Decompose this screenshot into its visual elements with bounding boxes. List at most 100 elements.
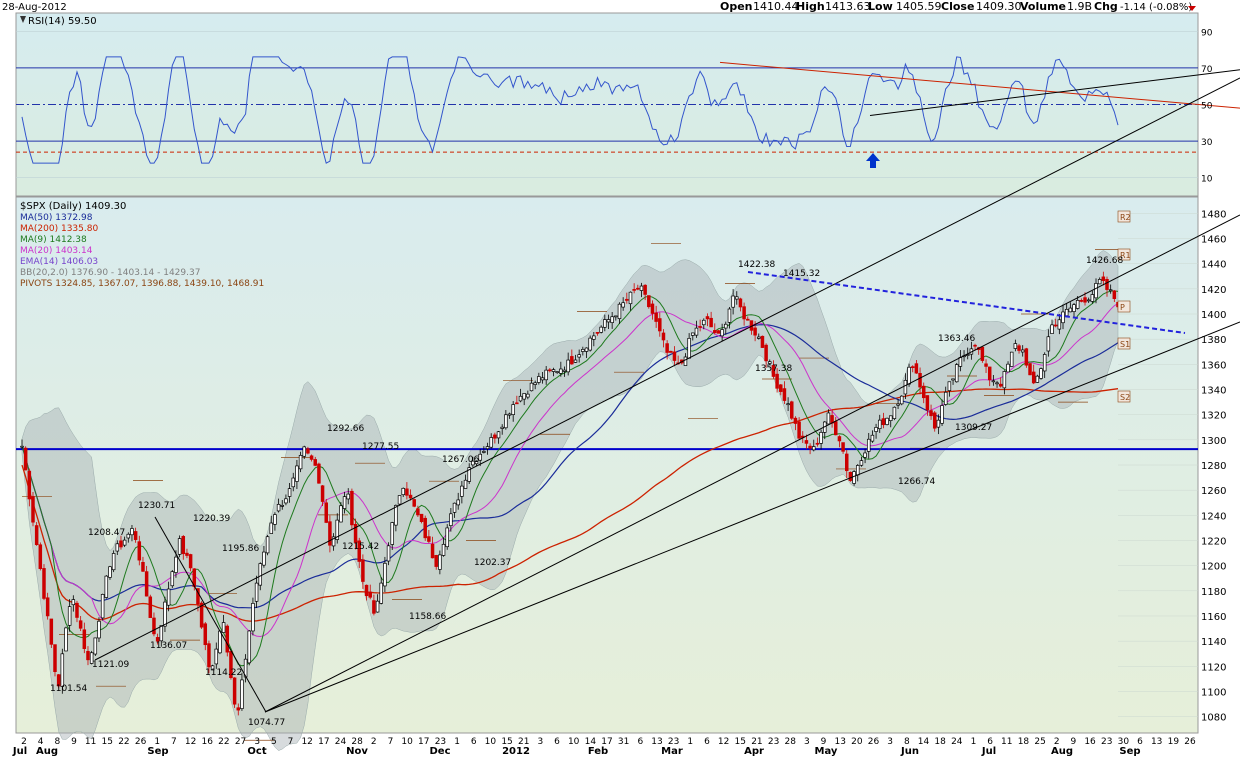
candle-body bbox=[20, 445, 24, 448]
candle-body bbox=[1020, 349, 1025, 353]
candle-body bbox=[240, 679, 244, 709]
pivot-label-box bbox=[1117, 300, 1131, 313]
candle-body bbox=[753, 327, 757, 336]
candle-body bbox=[306, 448, 310, 454]
candle-body bbox=[75, 602, 79, 618]
candle-body bbox=[709, 317, 713, 328]
candle-body bbox=[302, 446, 306, 457]
day-tick-label: 7 bbox=[388, 737, 394, 747]
candle-body bbox=[71, 599, 76, 606]
price-tick-label: 1400 bbox=[1201, 310, 1226, 321]
candle-body bbox=[67, 606, 72, 626]
month-label: Oct bbox=[247, 746, 266, 756]
candle-body bbox=[104, 575, 109, 598]
price-annotation: 1357.38 bbox=[755, 364, 792, 374]
month-label: Sep bbox=[1119, 746, 1140, 756]
day-tick-label: 6 bbox=[554, 737, 560, 747]
candle-body bbox=[93, 637, 98, 655]
day-tick-label: 25 bbox=[1034, 737, 1045, 747]
day-tick-label: 15 bbox=[735, 737, 746, 747]
pivot-label: R2 bbox=[1120, 213, 1131, 222]
legend-entry: MA(200) 1335.80 bbox=[20, 224, 98, 234]
candle-body bbox=[925, 395, 930, 411]
month-label: 2012 bbox=[502, 746, 530, 756]
candle-body bbox=[757, 336, 761, 339]
pivot-label: S1 bbox=[1120, 340, 1130, 349]
legend-entry: EMA(14) 1406.03 bbox=[20, 257, 98, 267]
day-tick-label: 18 bbox=[1018, 737, 1030, 747]
high-value: 1413.63 bbox=[825, 0, 871, 13]
candle-body bbox=[555, 371, 559, 373]
candle-body bbox=[331, 536, 336, 547]
day-tick-label: 30 bbox=[1118, 737, 1130, 747]
candle-body bbox=[1075, 300, 1080, 309]
rsi-tick-label: 90 bbox=[1201, 28, 1213, 38]
candle-body bbox=[236, 707, 241, 711]
price-annotation: 1277.55 bbox=[362, 442, 399, 452]
candle-body bbox=[1057, 319, 1062, 330]
candle-body bbox=[870, 434, 875, 442]
day-tick-label: 13 bbox=[1151, 737, 1162, 747]
candle-body bbox=[199, 602, 204, 628]
candle-body bbox=[489, 437, 493, 448]
candle-body bbox=[27, 470, 32, 500]
candle-body bbox=[812, 446, 816, 451]
candle-body bbox=[412, 499, 416, 507]
candle-body bbox=[661, 332, 666, 341]
candle-body bbox=[987, 366, 992, 381]
price-tick-label: 1480 bbox=[1201, 209, 1226, 220]
day-tick-label: 14 bbox=[918, 737, 930, 747]
candle-body bbox=[460, 485, 464, 497]
candle-body bbox=[573, 359, 578, 363]
day-tick-label: 6 bbox=[637, 737, 643, 747]
legend-entry: MA(9) 1412.38 bbox=[20, 235, 87, 245]
candle-body bbox=[518, 395, 523, 402]
candle-body bbox=[1105, 278, 1109, 290]
candle-body bbox=[1053, 324, 1058, 327]
middle-channel-line bbox=[264, 214, 1240, 713]
resistance-trend-line bbox=[747, 271, 1186, 334]
candle-body bbox=[258, 563, 263, 586]
day-tick-label: 21 bbox=[518, 737, 529, 747]
candle-body bbox=[954, 364, 959, 383]
candle-body bbox=[702, 319, 706, 326]
candle-body bbox=[170, 571, 175, 587]
candle-body bbox=[529, 382, 534, 392]
candle-body bbox=[1094, 283, 1098, 299]
rsi-layer bbox=[16, 30, 1240, 178]
candle-body bbox=[548, 369, 552, 372]
price-tick-label: 1180 bbox=[1201, 587, 1226, 598]
candle-body bbox=[863, 452, 867, 458]
candle-body bbox=[848, 471, 853, 481]
candle-body bbox=[951, 378, 955, 381]
candle-body bbox=[383, 562, 387, 587]
price-annotation: 1415.32 bbox=[783, 269, 820, 279]
chart-date: 28-Aug-2012 bbox=[2, 2, 67, 13]
day-tick-label: 1 bbox=[687, 737, 693, 747]
candle-body bbox=[669, 350, 673, 353]
candle-body bbox=[1006, 363, 1010, 373]
candle-body bbox=[456, 499, 460, 506]
candle-body bbox=[1090, 294, 1095, 302]
candle-body bbox=[467, 467, 471, 482]
day-tick-label: 21 bbox=[751, 737, 762, 747]
candle-body bbox=[852, 471, 856, 484]
month-label: Mar bbox=[661, 746, 683, 756]
day-tick-label: 8 bbox=[904, 737, 910, 747]
legend-entry: MA(20) 1403.14 bbox=[20, 246, 93, 256]
price-annotation: 1267.06 bbox=[442, 455, 479, 465]
candle-body bbox=[449, 513, 453, 527]
day-tick-label: 7 bbox=[288, 737, 294, 747]
candle-body bbox=[478, 453, 482, 461]
rsi-line bbox=[21, 56, 1119, 164]
candle-body bbox=[100, 594, 105, 619]
candle-body bbox=[1072, 304, 1076, 312]
rsi-label: RSI(14) 59.50 bbox=[28, 16, 97, 27]
candle-body bbox=[665, 343, 669, 353]
candle-body bbox=[855, 465, 860, 476]
price-annotation: 1266.74 bbox=[898, 477, 935, 487]
price-layer: R2R1PS1S21101.541121.091208.471230.71113… bbox=[16, 77, 1240, 751]
candle-body bbox=[907, 366, 911, 385]
